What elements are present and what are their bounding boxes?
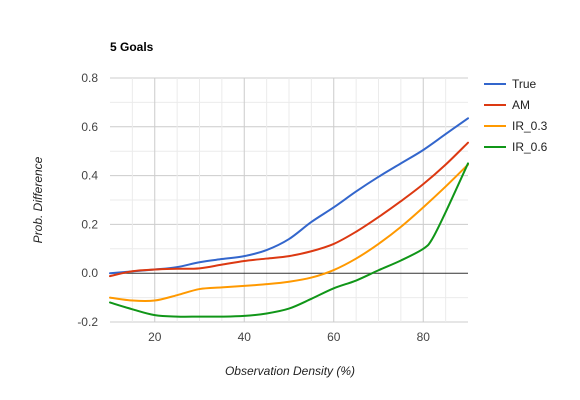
x-tick-label: 80 xyxy=(417,330,431,344)
legend-label-am: AM xyxy=(512,98,530,112)
chart-title: 5 Goals xyxy=(110,40,154,54)
y-tick-label: 0.0 xyxy=(81,266,98,280)
y-tick-label: 0.8 xyxy=(81,71,98,85)
series-line-ir-0-6 xyxy=(109,162,469,318)
series-line-am xyxy=(109,141,469,278)
x-tick-label: 60 xyxy=(327,330,341,344)
x-tick-label: 40 xyxy=(238,330,252,344)
x-axis-label: Observation Density (%) xyxy=(224,364,356,378)
y-tick-label: 0.4 xyxy=(81,169,98,183)
axes: 0.8 0.6 0.4 0.2 0.0 -0.2 20 40 60 80 xyxy=(77,71,468,344)
legend-label-true: True xyxy=(512,77,537,91)
x-tick-label: 20 xyxy=(148,330,162,344)
grid-lines xyxy=(110,77,468,323)
legend: True AM IR_0.3 IR_0.6 xyxy=(484,77,548,154)
y-tick-label: -0.2 xyxy=(77,315,98,329)
series-lines xyxy=(109,117,469,318)
y-tick-label: 0.2 xyxy=(81,217,98,231)
series-line-true xyxy=(109,117,469,275)
legend-label-ir-0-3: IR_0.3 xyxy=(512,119,548,133)
y-tick-label: 0.6 xyxy=(81,120,98,134)
legend-label-ir-0-6: IR_0.6 xyxy=(512,140,548,154)
series-line-ir-0-3 xyxy=(109,163,469,303)
